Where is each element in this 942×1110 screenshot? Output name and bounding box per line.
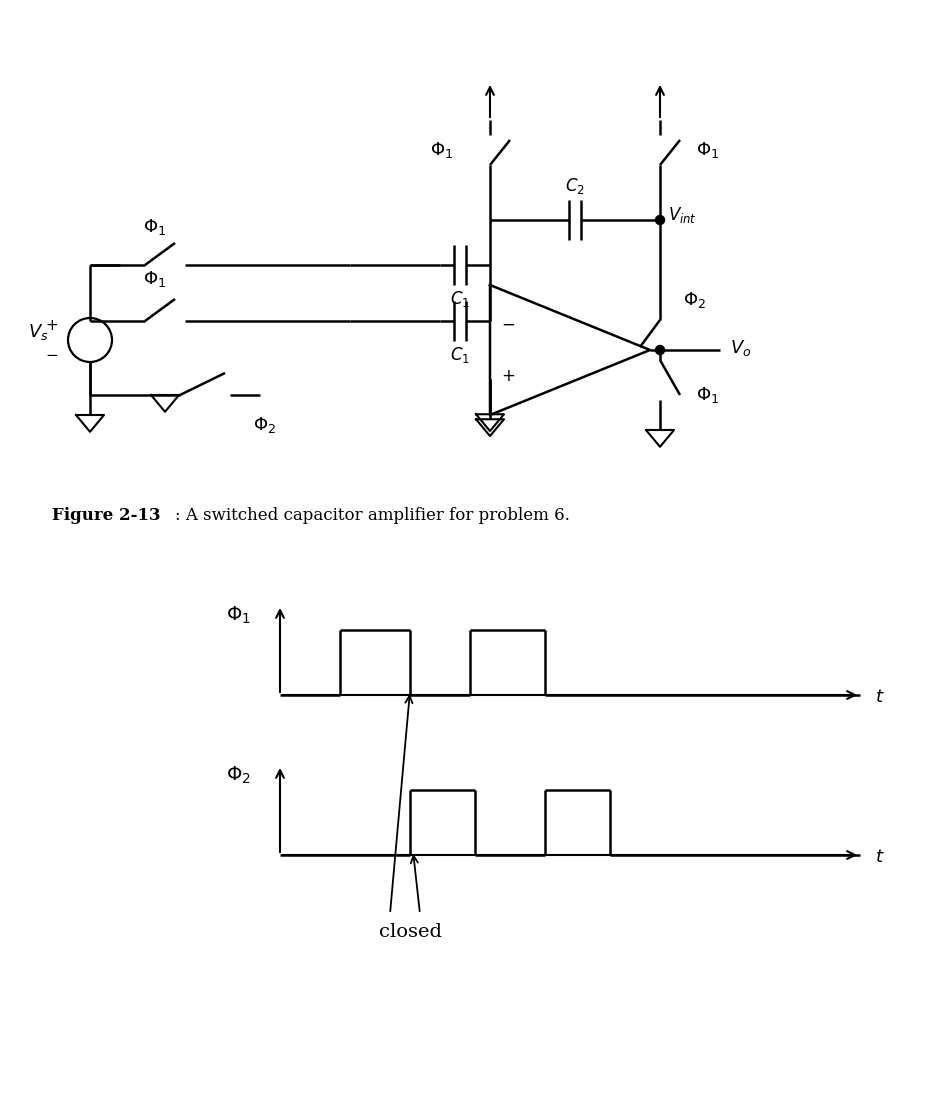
Text: $\Phi_2$: $\Phi_2$ <box>225 765 251 786</box>
Text: $-$: $-$ <box>45 346 58 362</box>
Text: $\Phi_1$: $\Phi_1$ <box>696 385 720 405</box>
Text: $+$: $+$ <box>45 319 58 333</box>
Text: : A switched capacitor amplifier for problem 6.: : A switched capacitor amplifier for pro… <box>175 506 570 524</box>
Text: $\Phi_2$: $\Phi_2$ <box>253 415 277 435</box>
Text: $C_2$: $C_2$ <box>565 176 585 196</box>
Text: Figure 2-13: Figure 2-13 <box>52 506 161 524</box>
Text: $-$: $-$ <box>501 315 515 333</box>
Text: $\Phi_1$: $\Phi_1$ <box>143 269 167 289</box>
Circle shape <box>656 215 664 224</box>
Text: $\Phi_1$: $\Phi_1$ <box>696 140 720 160</box>
Text: $t$: $t$ <box>875 688 885 706</box>
Text: closed: closed <box>379 924 442 941</box>
Text: $C_1$: $C_1$ <box>450 345 470 365</box>
Text: $t$: $t$ <box>875 848 885 866</box>
Text: $V_o$: $V_o$ <box>730 339 752 359</box>
Text: $\Phi_1$: $\Phi_1$ <box>430 140 454 160</box>
Text: $V_{int}$: $V_{int}$ <box>668 205 697 225</box>
Text: $V_s$: $V_s$ <box>27 322 48 342</box>
Text: $\Phi_2$: $\Phi_2$ <box>684 290 706 310</box>
Text: $\Phi_1$: $\Phi_1$ <box>143 216 167 238</box>
Circle shape <box>656 345 664 354</box>
Text: $C_1$: $C_1$ <box>450 289 470 309</box>
Text: $\Phi_1$: $\Phi_1$ <box>225 604 251 626</box>
Text: $+$: $+$ <box>501 367 515 385</box>
